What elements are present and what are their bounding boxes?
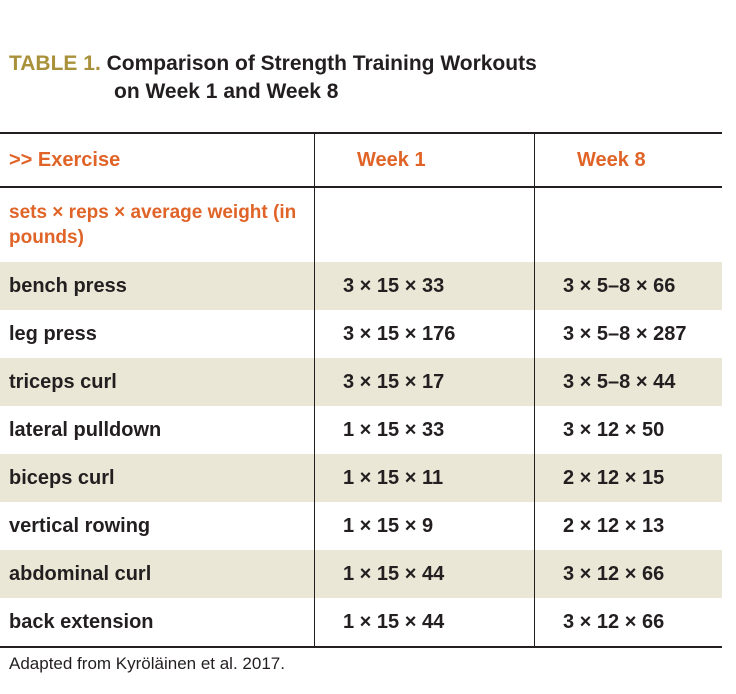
- week8-cell: 3 × 12 × 50: [563, 418, 665, 441]
- week1-cell: 1 × 15 × 9: [314, 502, 535, 550]
- exercise-cell: abdominal curl: [0, 550, 315, 598]
- exercise-cell: biceps curl: [0, 454, 315, 502]
- units-empty-cell: [314, 187, 535, 262]
- header-week1: Week 1: [314, 132, 535, 188]
- header-exercise: >> Exercise: [0, 132, 315, 188]
- units-empty-cell: [535, 187, 723, 262]
- week8-cell: 3 × 5–8 × 287: [563, 322, 687, 345]
- week1-cell: 1 × 15 × 44: [314, 550, 535, 598]
- week1-cell: 3 × 15 × 176: [314, 310, 535, 358]
- units-note: sets × reps × average weight (in pounds): [0, 187, 315, 262]
- table-label: TABLE 1.: [9, 52, 101, 75]
- table-row: vertical rowing 1 × 15 × 9 2 × 12 × 13: [0, 502, 722, 550]
- header-week8: Week 8: [534, 132, 722, 188]
- source-note: Adapted from Kyröläinen et al. 2017.: [9, 654, 285, 673]
- week8-cell: 3 × 5–8 × 44: [534, 358, 722, 406]
- week8-cell: 3 × 12 × 66: [534, 550, 722, 598]
- table-row: triceps curl 3 × 15 × 17 3 × 5–8 × 44: [0, 358, 722, 406]
- table-header-row: >> Exercise Week 1 Week 8: [0, 132, 722, 188]
- exercise-cell: bench press: [0, 262, 315, 310]
- week1-cell: 1 × 15 × 44: [314, 598, 535, 648]
- workout-table: >> Exercise Week 1 Week 8 sets × reps × …: [0, 132, 722, 648]
- table-row: abdominal curl 1 × 15 × 44 3 × 12 × 66: [0, 550, 722, 598]
- week1-cell: 1 × 15 × 33: [314, 406, 535, 454]
- table-row: leg press 3 × 15 × 176 3 × 5–8 × 287: [0, 310, 722, 358]
- week1-cell: 3 × 15 × 33: [314, 262, 535, 310]
- exercise-cell: triceps curl: [0, 358, 315, 406]
- week8-cell: 2 × 12 × 13: [563, 514, 665, 537]
- exercise-cell: vertical rowing: [0, 502, 315, 550]
- table-caption: TABLE 1. Comparison of Strength Training…: [9, 50, 537, 106]
- table-title-line1: Comparison of Strength Training Workouts: [106, 52, 537, 75]
- units-row: sets × reps × average weight (in pounds): [0, 187, 722, 262]
- exercise-cell: leg press: [0, 310, 315, 358]
- table-row: bench press 3 × 15 × 33 3 × 5–8 × 66: [0, 262, 722, 310]
- table-row: biceps curl 1 × 15 × 11 2 × 12 × 15: [0, 454, 722, 502]
- week1-cell: 3 × 15 × 17: [314, 358, 535, 406]
- week8-cell: 3 × 12 × 66: [534, 598, 722, 648]
- week8-cell: 2 × 12 × 15: [534, 454, 722, 502]
- week8-cell: 3 × 5–8 × 66: [534, 262, 722, 310]
- exercise-cell: lateral pulldown: [0, 406, 315, 454]
- week1-cell: 1 × 15 × 11: [314, 454, 535, 502]
- table-row: back extension 1 × 15 × 44 3 × 12 × 66: [0, 598, 722, 648]
- table-row: lateral pulldown 1 × 15 × 33 3 × 12 × 50: [0, 406, 722, 454]
- exercise-cell: back extension: [0, 598, 315, 648]
- table-title-line2: on Week 1 and Week 8: [114, 80, 339, 103]
